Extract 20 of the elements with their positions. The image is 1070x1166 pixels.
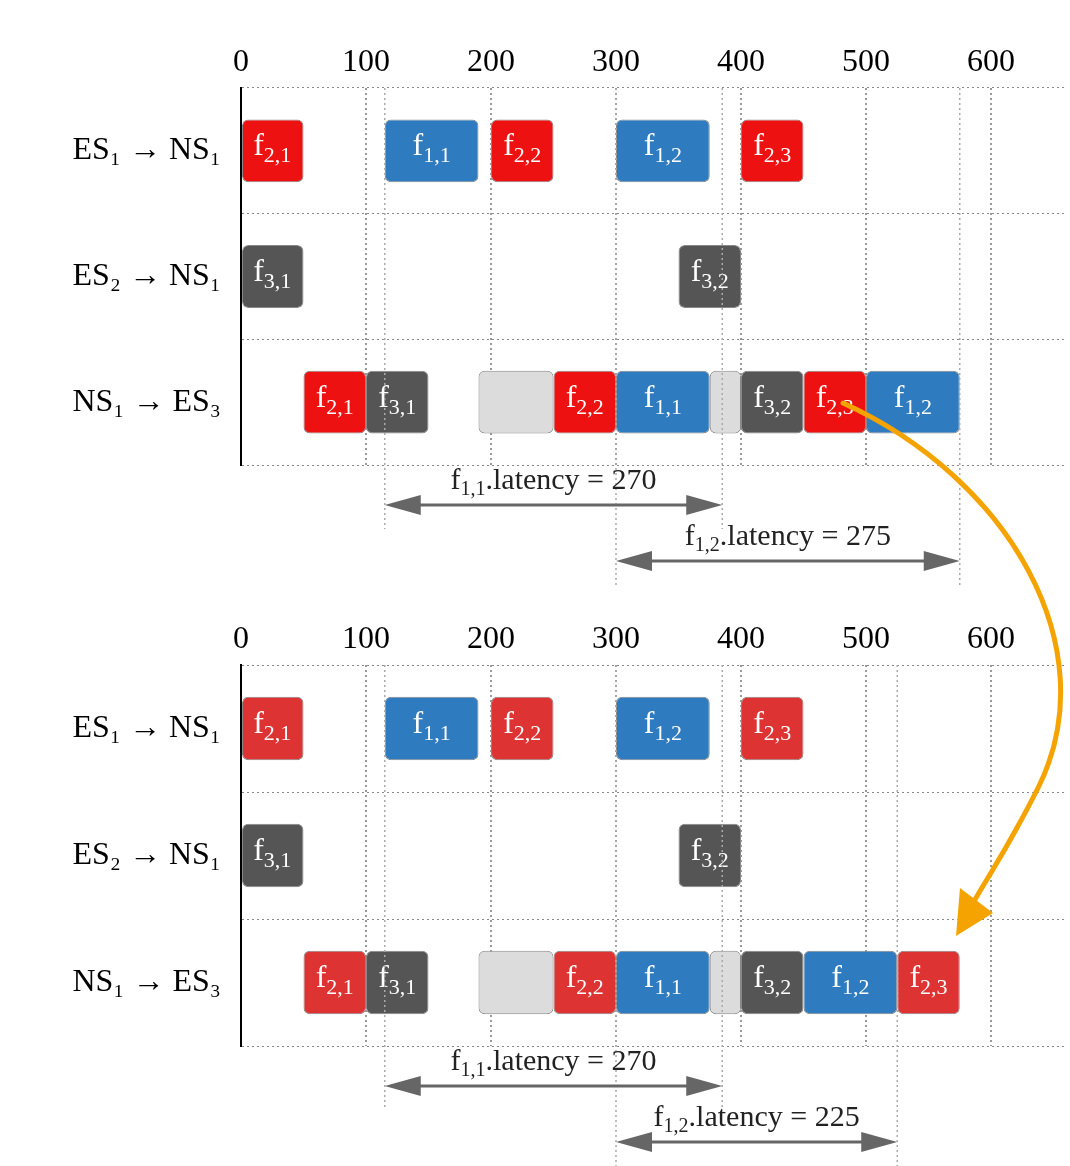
- x-tick-label: 400: [717, 619, 765, 656]
- x-tick-label: 600: [967, 619, 1015, 656]
- y-tick-label: ES₂ → NS₁: [72, 834, 221, 871]
- x-tick-label: 300: [592, 619, 640, 656]
- x-tick-label: 500: [842, 42, 890, 79]
- x-tick-label: 600: [967, 42, 1015, 79]
- y-tick-label: ES₂ → NS₁: [72, 255, 221, 292]
- x-tick-label: 500: [842, 619, 890, 656]
- x-tick-label: 0: [233, 619, 249, 656]
- y-tick-label: ES₁ → NS₁: [72, 707, 221, 744]
- x-tick-label: 0: [233, 42, 249, 79]
- y-tick-label: NS₁ → ES₃: [72, 961, 221, 998]
- x-tick-label: 100: [342, 42, 390, 79]
- y-tick-label: NS₁ → ES₃: [72, 381, 221, 418]
- x-tick-label: 200: [467, 42, 515, 79]
- x-tick-label: 400: [717, 42, 765, 79]
- x-tick-label: 200: [467, 619, 515, 656]
- x-tick-label: 300: [592, 42, 640, 79]
- y-tick-label: ES₁ → NS₁: [72, 130, 221, 167]
- x-tick-label: 100: [342, 619, 390, 656]
